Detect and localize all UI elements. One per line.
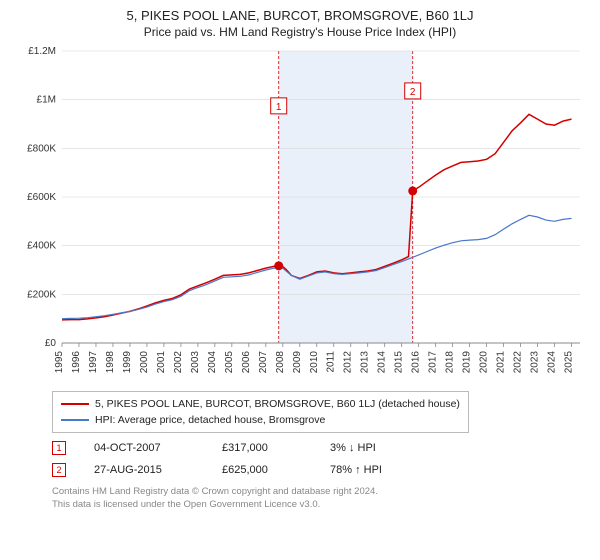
svg-text:1995: 1995 — [54, 351, 65, 374]
legend-label-1: 5, PIKES POOL LANE, BURCOT, BROMSGROVE, … — [95, 396, 460, 412]
svg-text:2001: 2001 — [156, 351, 167, 374]
svg-text:2021: 2021 — [496, 351, 507, 374]
footer-line-2: This data is licensed under the Open Gov… — [52, 498, 586, 511]
svg-text:2003: 2003 — [190, 351, 201, 374]
chart-subtitle: Price paid vs. HM Land Registry's House … — [14, 25, 586, 39]
svg-text:£400K: £400K — [27, 241, 56, 252]
svg-text:2018: 2018 — [445, 351, 456, 374]
svg-text:2006: 2006 — [241, 351, 252, 374]
svg-text:2010: 2010 — [309, 351, 320, 374]
svg-text:2002: 2002 — [173, 351, 184, 374]
svg-text:2014: 2014 — [377, 351, 388, 374]
legend-row-2: HPI: Average price, detached house, Brom… — [61, 412, 460, 428]
svg-text:2011: 2011 — [326, 351, 337, 373]
chart-svg: £0 £200K £400K £600K £800K £1M £1.2M 1995 1996 19… — [14, 45, 586, 385]
legend-swatch-2 — [61, 419, 89, 421]
event-badge-1: 1 — [52, 441, 66, 455]
svg-text:£1M: £1M — [37, 95, 56, 106]
svg-text:1: 1 — [276, 102, 282, 113]
svg-text:£600K: £600K — [27, 192, 56, 203]
chart-area: £0 £200K £400K £600K £800K £1M £1.2M 1995 1996 19… — [14, 45, 586, 385]
svg-text:2013: 2013 — [360, 351, 371, 374]
event-date: 04-OCT-2007 — [94, 437, 194, 459]
svg-text:2005: 2005 — [224, 351, 235, 374]
chart-title: 5, PIKES POOL LANE, BURCOT, BROMSGROVE, … — [14, 8, 586, 23]
legend-swatch-1 — [61, 403, 89, 405]
svg-text:2004: 2004 — [207, 351, 218, 374]
event-change: 3% ↓ HPI — [330, 437, 430, 459]
event-row-1: 1 04-OCT-2007 £317,000 3% ↓ HPI — [52, 437, 586, 459]
svg-text:2020: 2020 — [479, 351, 490, 374]
svg-text:2019: 2019 — [462, 351, 473, 374]
svg-text:2009: 2009 — [292, 351, 303, 374]
event-price: £317,000 — [222, 437, 302, 459]
event-row-2: 2 27-AUG-2015 £625,000 78% ↑ HPI — [52, 459, 586, 481]
svg-text:2024: 2024 — [547, 351, 558, 374]
svg-text:1999: 1999 — [122, 351, 133, 374]
footer-line-1: Contains HM Land Registry data © Crown c… — [52, 485, 586, 498]
event-price: £625,000 — [222, 459, 302, 481]
event-date: 27-AUG-2015 — [94, 459, 194, 481]
svg-text:2: 2 — [410, 87, 416, 98]
svg-text:£1.2M: £1.2M — [28, 46, 56, 57]
legend: 5, PIKES POOL LANE, BURCOT, BROMSGROVE, … — [52, 391, 469, 433]
svg-text:2007: 2007 — [258, 351, 269, 374]
svg-text:2025: 2025 — [564, 351, 575, 374]
svg-text:2008: 2008 — [275, 351, 286, 374]
event-change: 78% ↑ HPI — [330, 459, 430, 481]
svg-text:£800K: £800K — [27, 143, 56, 154]
events-table: 1 04-OCT-2007 £317,000 3% ↓ HPI 2 27-AUG-2015… — [52, 437, 586, 481]
event-badge-2: 2 — [52, 463, 66, 477]
svg-text:2022: 2022 — [513, 351, 524, 374]
svg-text:1997: 1997 — [88, 351, 99, 374]
svg-text:2016: 2016 — [411, 351, 422, 374]
legend-row-1: 5, PIKES POOL LANE, BURCOT, BROMSGROVE, … — [61, 396, 460, 412]
footer: Contains HM Land Registry data © Crown c… — [52, 485, 586, 511]
svg-text:2023: 2023 — [530, 351, 541, 374]
svg-text:2000: 2000 — [139, 351, 150, 374]
svg-text:1996: 1996 — [71, 351, 82, 374]
svg-text:2012: 2012 — [343, 351, 354, 374]
svg-text:£0: £0 — [45, 338, 57, 349]
svg-text:2015: 2015 — [394, 351, 405, 374]
legend-label-2: HPI: Average price, detached house, Brom… — [95, 412, 325, 428]
svg-text:2017: 2017 — [428, 351, 439, 374]
svg-text:1998: 1998 — [105, 351, 116, 374]
svg-text:£200K: £200K — [27, 289, 56, 300]
